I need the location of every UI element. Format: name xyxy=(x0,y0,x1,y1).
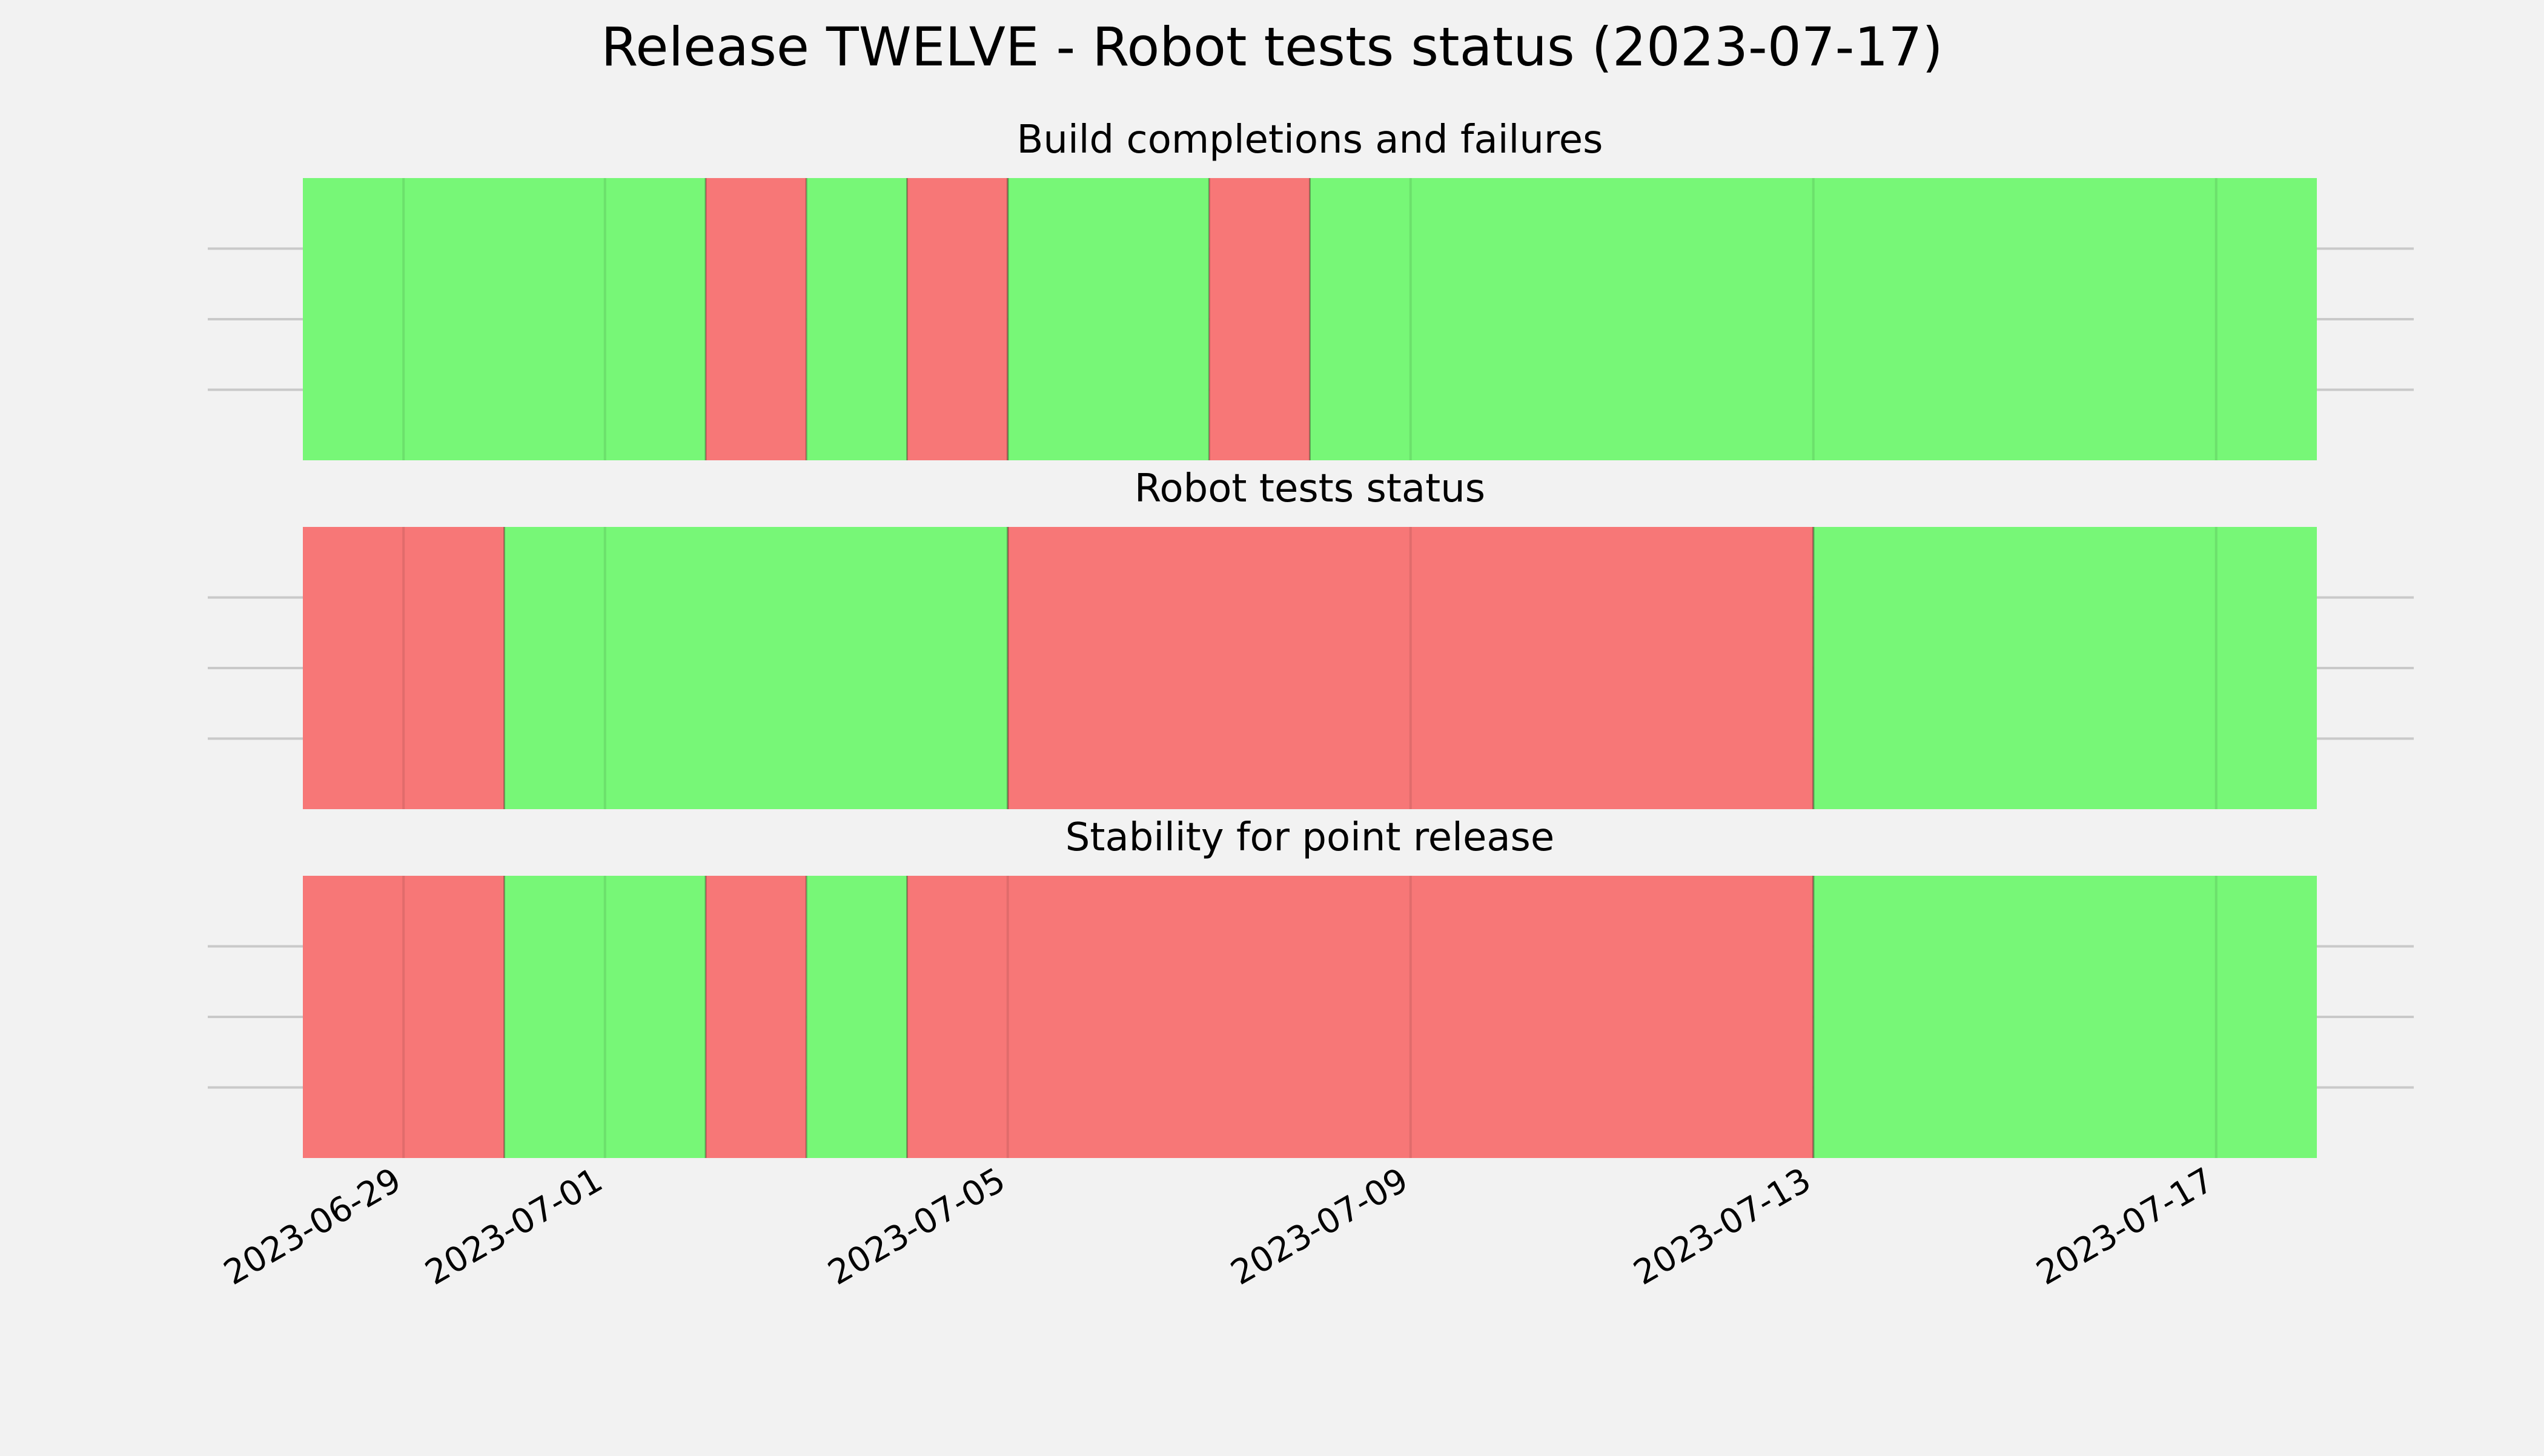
status-segment-fail xyxy=(303,527,505,809)
status-segment-pass xyxy=(806,876,907,1158)
status-segment-fail xyxy=(907,876,1814,1158)
chart-title: Release TWELVE - Robot tests status (202… xyxy=(601,16,1943,78)
status-segment-pass xyxy=(1310,178,2317,460)
status-segment-pass xyxy=(303,178,706,460)
panel-title: Build completions and failures xyxy=(1017,117,1603,162)
status-segment-pass xyxy=(806,178,907,460)
panel-2: Robot tests status xyxy=(208,466,2414,809)
status-segment-fail xyxy=(706,178,807,460)
panels: Build completions and failures Robot test… xyxy=(208,117,2414,1158)
status-segment-pass xyxy=(1813,876,2317,1158)
status-segment-pass xyxy=(1007,178,1210,460)
status-segment-fail xyxy=(1209,178,1310,460)
panel-1: Build completions and failures xyxy=(208,117,2414,460)
status-segment-pass xyxy=(1813,527,2317,809)
status-segment-fail xyxy=(303,876,505,1158)
panel-title: Robot tests status xyxy=(1135,466,1485,511)
panel-3: Stability for point release xyxy=(208,815,2414,1158)
status-segment-fail xyxy=(706,876,807,1158)
status-segment-fail xyxy=(907,178,1008,460)
panel-title: Stability for point release xyxy=(1065,815,1555,860)
status-segment-pass xyxy=(504,527,1008,809)
status-segment-pass xyxy=(504,876,706,1158)
status-segment-fail xyxy=(1007,527,1814,809)
